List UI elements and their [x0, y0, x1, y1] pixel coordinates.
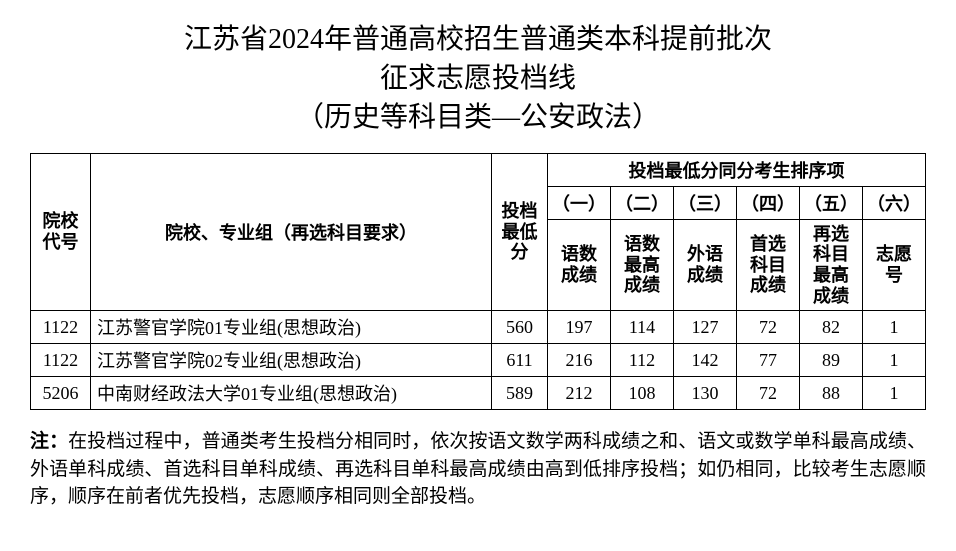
- cell-s3: 142: [674, 344, 737, 377]
- header-num-3: （三）: [674, 186, 737, 219]
- cell-s4: 72: [737, 311, 800, 344]
- header-num-6: （六）: [863, 186, 926, 219]
- cell-code: 5206: [31, 377, 91, 410]
- cell-s1: 197: [548, 311, 611, 344]
- cell-s2: 114: [611, 311, 674, 344]
- title-line-3: （历史等科目类—公安政法）: [30, 98, 926, 137]
- cell-s5: 89: [800, 344, 863, 377]
- cell-s2: 112: [611, 344, 674, 377]
- table-row: 1122 江苏警官学院02专业组(思想政治) 611 216 112 142 7…: [31, 344, 926, 377]
- cell-score: 611: [492, 344, 548, 377]
- cell-s5: 82: [800, 311, 863, 344]
- cell-s6: 1: [863, 311, 926, 344]
- cell-s1: 212: [548, 377, 611, 410]
- score-table: 院校 代号 院校、专业组（再选科目要求） 投档 最低分 投档最低分同分考生排序项…: [30, 153, 926, 411]
- header-group: 投档最低分同分考生排序项: [548, 153, 926, 186]
- cell-score: 589: [492, 377, 548, 410]
- header-score: 投档 最低分: [492, 153, 548, 311]
- header-num-4: （四）: [737, 186, 800, 219]
- cell-name: 中南财经政法大学01专业组(思想政治): [91, 377, 492, 410]
- cell-name: 江苏警官学院02专业组(思想政治): [91, 344, 492, 377]
- header-sub-2: 语数 最高 成绩: [611, 219, 674, 311]
- header-num-2: （二）: [611, 186, 674, 219]
- cell-s4: 72: [737, 377, 800, 410]
- cell-s5: 88: [800, 377, 863, 410]
- header-sub-5: 再选 科目 最高 成绩: [800, 219, 863, 311]
- cell-code: 1122: [31, 344, 91, 377]
- cell-code: 1122: [31, 311, 91, 344]
- header-sub-3: 外语 成绩: [674, 219, 737, 311]
- cell-name: 江苏警官学院01专业组(思想政治): [91, 311, 492, 344]
- cell-s6: 1: [863, 377, 926, 410]
- header-sub-4: 首选 科目 成绩: [737, 219, 800, 311]
- table-row: 1122 江苏警官学院01专业组(思想政治) 560 197 114 127 7…: [31, 311, 926, 344]
- title-area: 江苏省2024年普通高校招生普通类本科提前批次 征求志愿投档线 （历史等科目类—…: [30, 20, 926, 138]
- note: 注：在投档过程中，普通类考生投档分相同时，依次按语文数学两科成绩之和、语文或数学…: [30, 428, 926, 511]
- note-label: 注：: [30, 431, 68, 452]
- header-num-5: （五）: [800, 186, 863, 219]
- cell-s3: 130: [674, 377, 737, 410]
- cell-s3: 127: [674, 311, 737, 344]
- header-name: 院校、专业组（再选科目要求）: [91, 153, 492, 311]
- cell-s1: 216: [548, 344, 611, 377]
- header-code: 院校 代号: [31, 153, 91, 311]
- cell-s6: 1: [863, 344, 926, 377]
- header-num-1: （一）: [548, 186, 611, 219]
- header-sub-1: 语数 成绩: [548, 219, 611, 311]
- cell-s4: 77: [737, 344, 800, 377]
- cell-score: 560: [492, 311, 548, 344]
- title-line-1: 江苏省2024年普通高校招生普通类本科提前批次: [30, 20, 926, 59]
- table-row: 5206 中南财经政法大学01专业组(思想政治) 589 212 108 130…: [31, 377, 926, 410]
- header-sub-6: 志愿 号: [863, 219, 926, 311]
- cell-s2: 108: [611, 377, 674, 410]
- title-line-2: 征求志愿投档线: [30, 59, 926, 98]
- note-text: 在投档过程中，普通类考生投档分相同时，依次按语文数学两科成绩之和、语文或数学单科…: [30, 431, 926, 507]
